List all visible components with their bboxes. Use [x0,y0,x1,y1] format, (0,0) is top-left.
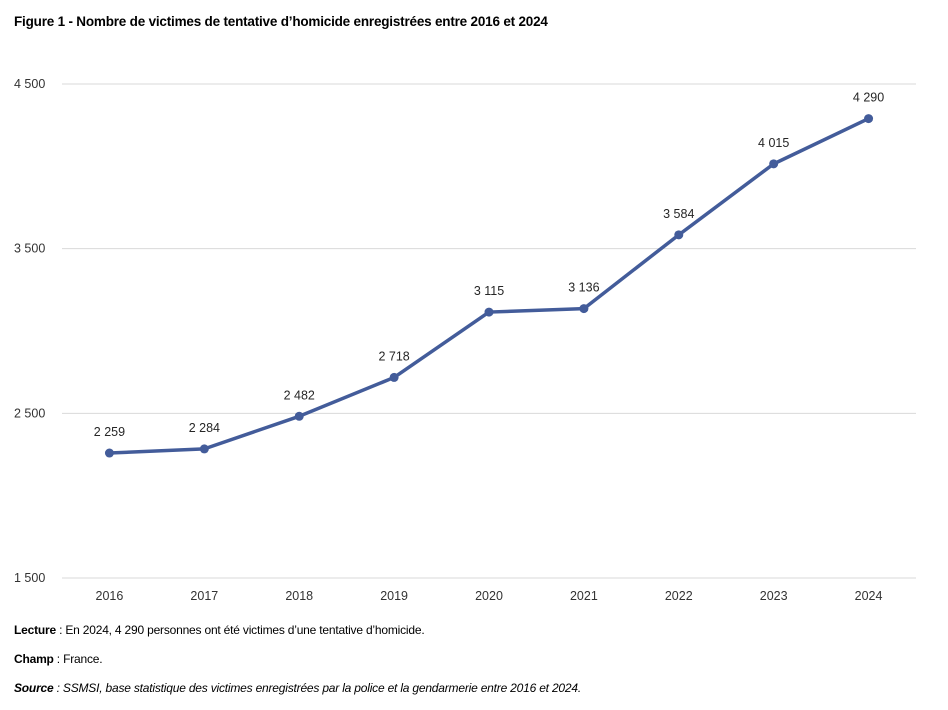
data-label: 2 482 [284,388,315,402]
x-tick-label: 2020 [475,589,503,603]
data-label: 3 136 [568,281,599,295]
data-label: 4 290 [853,91,884,105]
x-tick-label: 2017 [190,589,218,603]
x-tick-label: 2024 [855,589,883,603]
reading-note: Lecture : En 2024, 4 290 personnes ont é… [14,623,425,637]
x-tick-label: 2018 [285,589,313,603]
data-label: 2 284 [189,421,220,435]
data-label: 2 718 [378,349,409,363]
data-point [294,411,304,421]
reading-note-label: Lecture [14,623,56,637]
data-label: 2 259 [94,425,125,439]
data-point [389,372,399,382]
data-point [104,448,114,458]
data-point [769,159,779,169]
x-tick-label: 2019 [380,589,408,603]
data-point [199,444,209,454]
chart-title: Figure 1 - Nombre de victimes de tentati… [14,14,548,29]
y-tick-label: 4 500 [14,77,45,91]
x-tick-label: 2023 [760,589,788,603]
reading-note-text: : En 2024, 4 290 personnes ont été victi… [55,623,425,637]
source-note: Source : SSMSI, base statistique des vic… [14,681,581,695]
scope-note-label: Champ [14,652,54,666]
y-tick-label: 3 500 [14,242,45,256]
source-note-text: : SSMSI, base statistique des victimes e… [53,681,582,695]
x-tick-label: 2021 [570,589,598,603]
scope-note-text: : France. [53,652,103,666]
line-chart: 1 500 2 500 3 500 4 500 2016 2017 2018 2019 2020… [14,77,916,603]
data-point [579,304,589,314]
y-tick-label: 1 500 [14,571,45,585]
data-label: 3 115 [474,284,504,298]
data-point [864,114,874,124]
data-label: 3 584 [663,207,694,221]
x-tick-label: 2022 [665,589,693,603]
scope-note: Champ : France. [14,652,103,666]
source-note-label: Source [14,681,54,695]
x-tick-label: 2016 [96,589,124,603]
y-tick-label: 2 500 [14,406,45,420]
data-label: 4 015 [758,136,789,150]
data-point [484,307,494,317]
data-point [674,230,684,240]
